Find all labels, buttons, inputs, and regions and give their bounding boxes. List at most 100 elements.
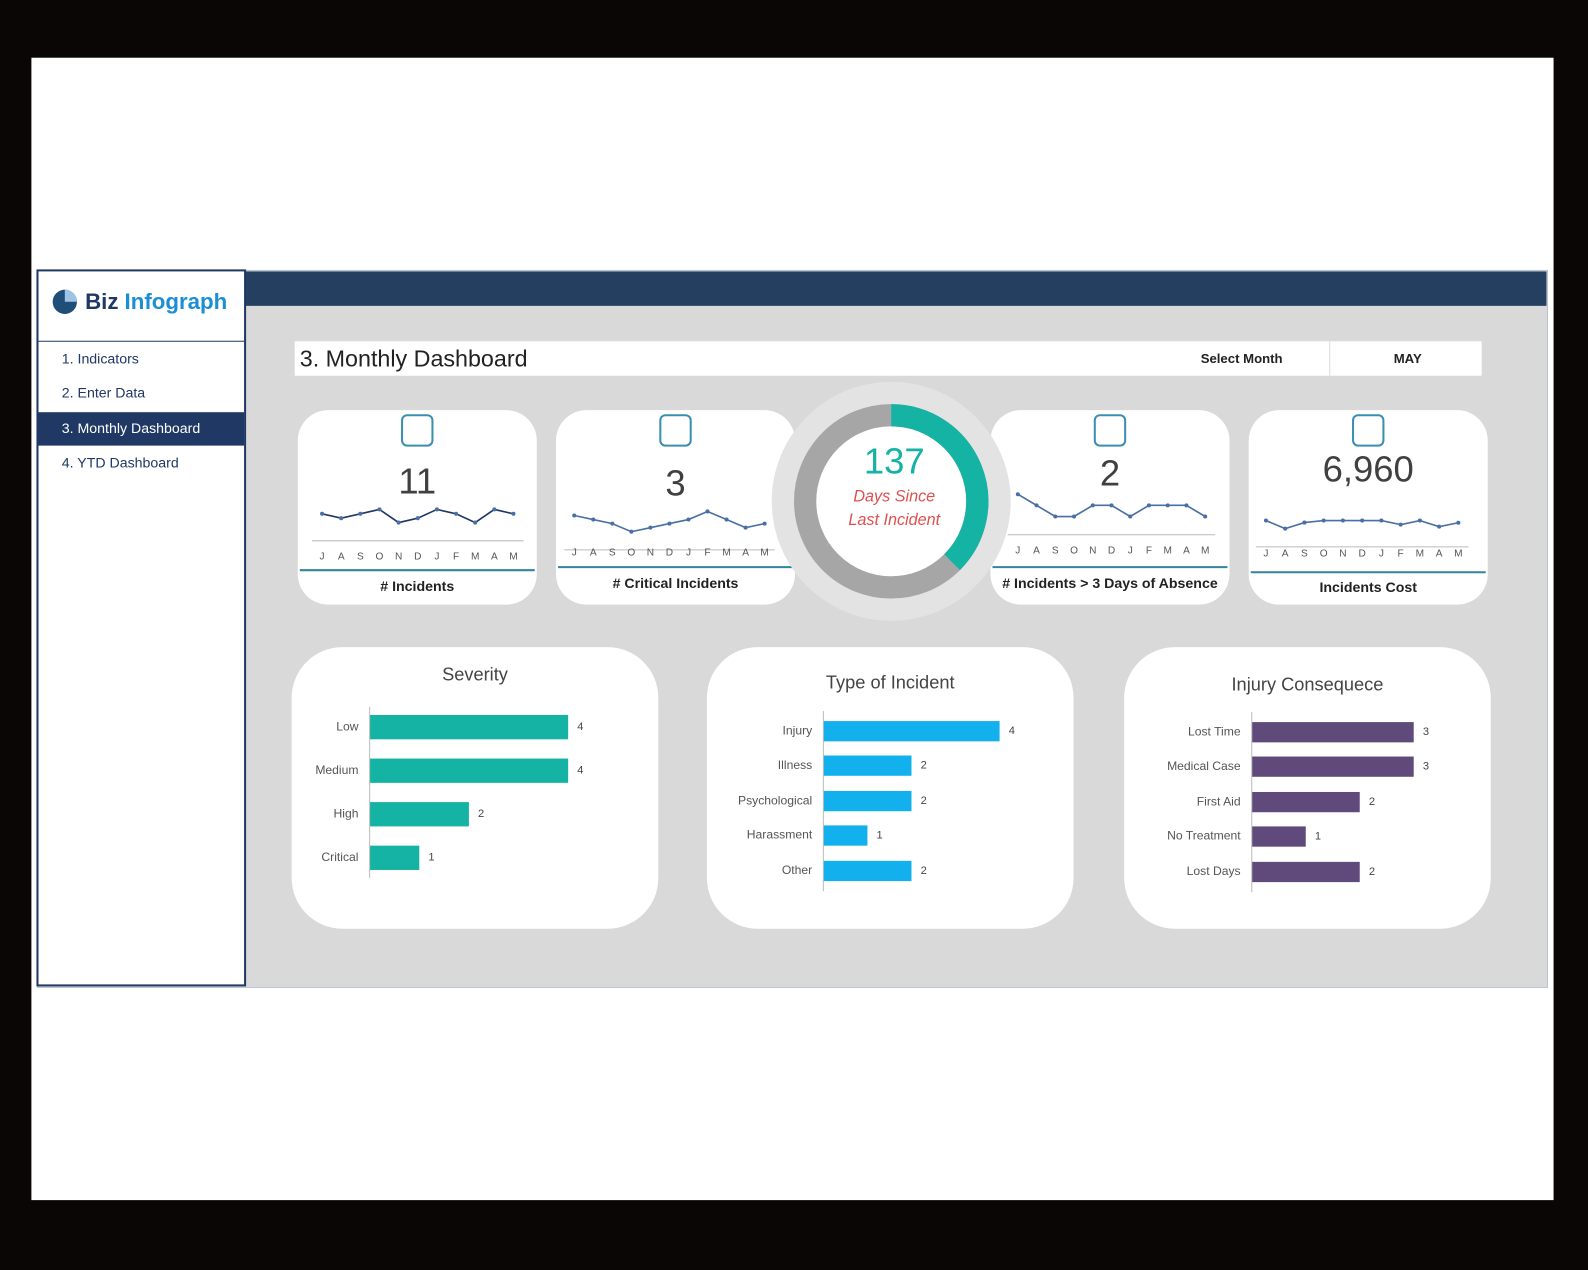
category-label: Psychological [738, 793, 812, 807]
bar [1251, 756, 1414, 777]
sparkline-point [1015, 492, 1020, 497]
month-label: F [1398, 549, 1404, 560]
kpi-icon [401, 414, 434, 447]
kpi-icon [1093, 414, 1127, 447]
nav-item[interactable]: 1. Indicators [62, 351, 139, 367]
month-label: M [509, 552, 517, 563]
sparkline-point [1283, 526, 1288, 531]
donut-arc [890, 404, 989, 571]
nav-item[interactable]: 4. YTD Dashboard [62, 456, 179, 472]
month-label: S [609, 548, 616, 559]
month-label: D [1358, 549, 1365, 560]
sparkline-point [572, 513, 577, 518]
bar [1251, 826, 1306, 847]
category-label: Critical [321, 850, 358, 864]
sparkline-point [415, 516, 420, 521]
nav-item[interactable]: 2. Enter Data [62, 386, 146, 402]
sparkline-point [705, 509, 710, 514]
sparkline-point [724, 517, 729, 522]
month-label: O [376, 552, 384, 563]
sparkline-point [1437, 524, 1442, 529]
month-label: D [414, 552, 421, 563]
month-label: J [686, 548, 691, 559]
nav-selected [38, 412, 245, 446]
data-label: 2 [921, 760, 927, 772]
month-label: A [742, 548, 749, 559]
month-label: N [647, 548, 654, 559]
bar [823, 790, 912, 812]
nav-item[interactable]: 3. Monthly Dashboard [62, 421, 201, 437]
sparkline-point [492, 507, 497, 512]
month-label: A [1033, 546, 1040, 557]
brand: Biz Infograph [85, 289, 227, 314]
data-label: 3 [1423, 761, 1429, 773]
bar [369, 758, 569, 783]
kpi-icon [1352, 414, 1385, 447]
sparkline-point [1379, 518, 1384, 523]
data-label: 2 [1369, 866, 1375, 878]
bar [1251, 861, 1360, 883]
month-label: A [1183, 546, 1190, 557]
kpi-label: # Incidents [380, 579, 454, 595]
month-label: M [1163, 546, 1171, 557]
data-label: 3 [1423, 726, 1429, 738]
sparkline-point [1109, 503, 1114, 508]
month-label: F [704, 548, 710, 559]
month-label: M [722, 548, 730, 559]
sparkline-point [1398, 522, 1403, 527]
sparkline-point [396, 520, 401, 525]
sparkline-point [1146, 503, 1151, 508]
header-bar [245, 271, 1547, 306]
sparkline-point [339, 516, 344, 521]
month-label: J [1015, 546, 1020, 557]
sparkline-point [377, 507, 382, 512]
month-label: J [572, 548, 577, 559]
bar [823, 721, 1000, 742]
kpi-label: Incidents Cost [1319, 580, 1417, 596]
month-label: S [1052, 546, 1059, 557]
kpi-icon [659, 414, 692, 447]
category-label: Lost Days [1187, 864, 1241, 878]
sparkline-point [454, 511, 459, 516]
category-label: Illness [778, 758, 812, 772]
brand-part: Biz [85, 289, 118, 314]
donut-value: 137 [864, 440, 925, 481]
sparkline-point [1072, 514, 1077, 519]
category-label: Injury [783, 723, 814, 737]
sparkline-point [1302, 520, 1307, 525]
chart-title: Severity [442, 664, 509, 684]
kpi-value: 11 [398, 461, 436, 502]
category-label: Low [336, 719, 359, 733]
title-bar [294, 341, 1482, 376]
category-label: Lost Time [1188, 724, 1241, 738]
select-label: Select Month [1201, 351, 1283, 366]
month-label: S [1301, 549, 1308, 560]
data-label: 2 [921, 795, 927, 807]
bar [823, 755, 912, 776]
bar [823, 825, 868, 846]
sparkline-point [473, 520, 478, 525]
month-label: A [1436, 549, 1443, 560]
data-label: 4 [577, 721, 583, 733]
kpi-card [556, 410, 796, 605]
kpi-value: 6,960 [1323, 449, 1414, 490]
kpi-card [297, 410, 537, 605]
sparkline-point [1203, 514, 1208, 519]
sparkline-point [686, 517, 691, 522]
kpi-card [990, 410, 1230, 605]
bar [1251, 722, 1414, 743]
category-label: Medium [315, 763, 358, 777]
chart-card [706, 647, 1074, 929]
page-title: 3. Monthly Dashboard [300, 346, 528, 372]
month-label: S [357, 552, 364, 563]
sparkline-point [1360, 518, 1365, 523]
brand-part: Infograph [125, 289, 228, 314]
select-value[interactable]: MAY [1394, 351, 1422, 366]
month-label: O [1070, 546, 1078, 557]
kpi-value: 3 [665, 463, 685, 504]
sparkline-point [434, 507, 439, 512]
sparkline-point [762, 521, 767, 526]
month-label: M [760, 548, 768, 559]
category-label: Harassment [747, 828, 813, 842]
